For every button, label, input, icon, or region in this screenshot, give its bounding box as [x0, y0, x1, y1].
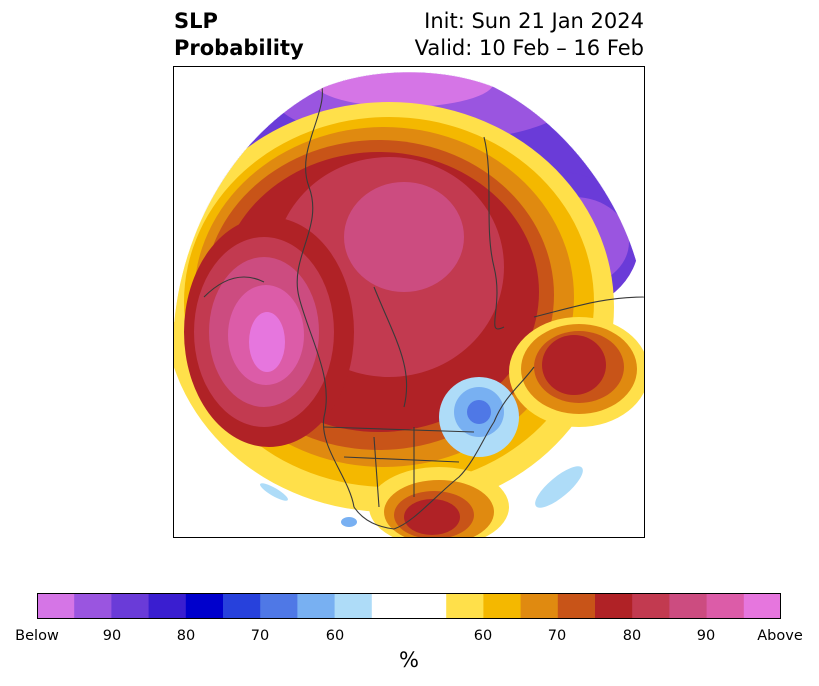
colorbar-swatch	[74, 593, 112, 619]
colorbar-tick-label: 60	[325, 628, 345, 644]
colorbar-swatch	[148, 593, 187, 619]
colorbar-swatch	[297, 593, 336, 619]
plot-title-right: Init: Sun 21 Jan 2024 Valid: 10 Feb – 16…	[415, 8, 644, 62]
map-canvas	[174, 71, 644, 537]
colorbar-border	[37, 593, 781, 619]
colorbar-tick-label: 60	[473, 628, 493, 644]
colorbar-swatch	[223, 593, 261, 619]
init-date: Init: Sun 21 Jan 2024	[424, 9, 644, 33]
colorbar-swatch	[520, 593, 559, 619]
plot-title-left: SLP Probability	[174, 8, 304, 62]
valid-range: Valid: 10 Feb – 16 Feb	[414, 36, 644, 60]
colorbar-swatch	[632, 593, 670, 619]
colorbar	[37, 593, 781, 619]
colorbar-swatch	[334, 593, 373, 619]
colorbar-swatch	[706, 593, 745, 619]
colorbar-swatch	[371, 593, 447, 619]
colorbar-swatch	[37, 593, 75, 619]
colorbar-tick-label: 80	[176, 628, 196, 644]
probability-field	[174, 72, 644, 537]
polar-map	[173, 66, 645, 538]
colorbar-swatch	[557, 593, 596, 619]
colorbar-tick-label: 70	[547, 628, 567, 644]
colorbar-tick-label: Above	[757, 628, 803, 644]
colorbar-swatch	[446, 593, 484, 619]
title-variable: SLP	[174, 9, 218, 33]
colorbar-tick-label: Below	[15, 628, 59, 644]
colorbar-swatch	[260, 593, 298, 619]
colorbar-tick-label: 80	[622, 628, 642, 644]
colorbar-swatch	[185, 593, 224, 619]
colorbar-unit-label: %	[399, 648, 419, 672]
colorbar-swatch	[669, 593, 708, 619]
colorbar-tick-label: 90	[696, 628, 716, 644]
colorbar-swatch	[595, 593, 633, 619]
colorbar-tick-label: 90	[102, 628, 122, 644]
colorbar-swatch	[743, 593, 781, 619]
colorbar-swatch	[111, 593, 150, 619]
colorbar-swatch	[483, 593, 522, 619]
title-subtitle: Probability	[174, 36, 304, 60]
colorbar-tick-label: 70	[250, 628, 270, 644]
